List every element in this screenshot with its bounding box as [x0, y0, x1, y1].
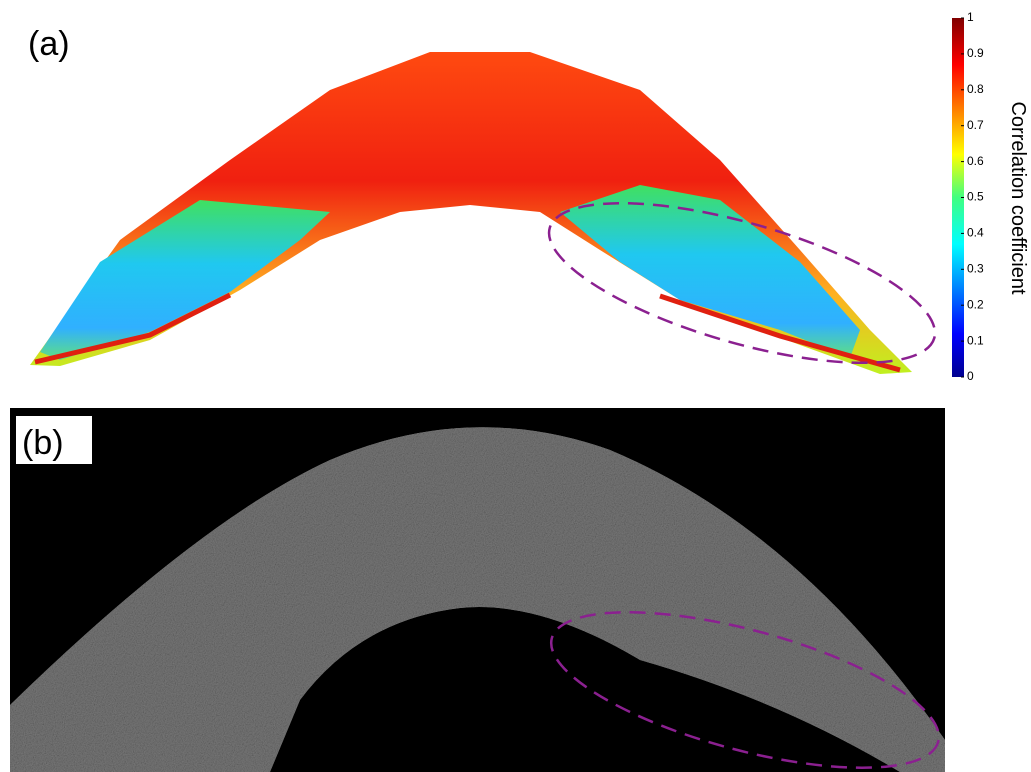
colorbar-tick-label: 0.5: [967, 190, 984, 204]
colorbar-tick-label: 0.3: [967, 261, 984, 275]
panel-label: (b): [22, 424, 64, 462]
colorbar-tick-label: 0.6: [967, 154, 984, 168]
colorbar-tick-label: 0.1: [967, 333, 984, 347]
colorbar-label: Correlation coefficient: [1007, 101, 1029, 295]
colorbar-tick-label: 0.7: [967, 118, 984, 132]
colorbar-tick-label: 0.8: [967, 82, 984, 96]
colorbar: Correlation coefficient 0 0.1 0.2 0.3 0.4 0.5…: [952, 10, 1029, 383]
figure: (a) Correlation coefficient 0 0.1 0.2 0.3 0.…: [0, 0, 1031, 772]
correlation-map: (a): [28, 25, 951, 396]
oct-image: (b): [10, 408, 954, 772]
colorbar-tick-label: 1: [967, 10, 974, 24]
colorbar-tick-label: 0: [967, 369, 974, 383]
map-low-left: [40, 200, 330, 360]
colorbar-tick-label: 0.9: [967, 46, 984, 60]
colorbar-tick-label: 0.2: [967, 297, 984, 311]
panel-label: (a): [28, 25, 70, 63]
colorbar-tick-label: 0.4: [967, 226, 984, 240]
